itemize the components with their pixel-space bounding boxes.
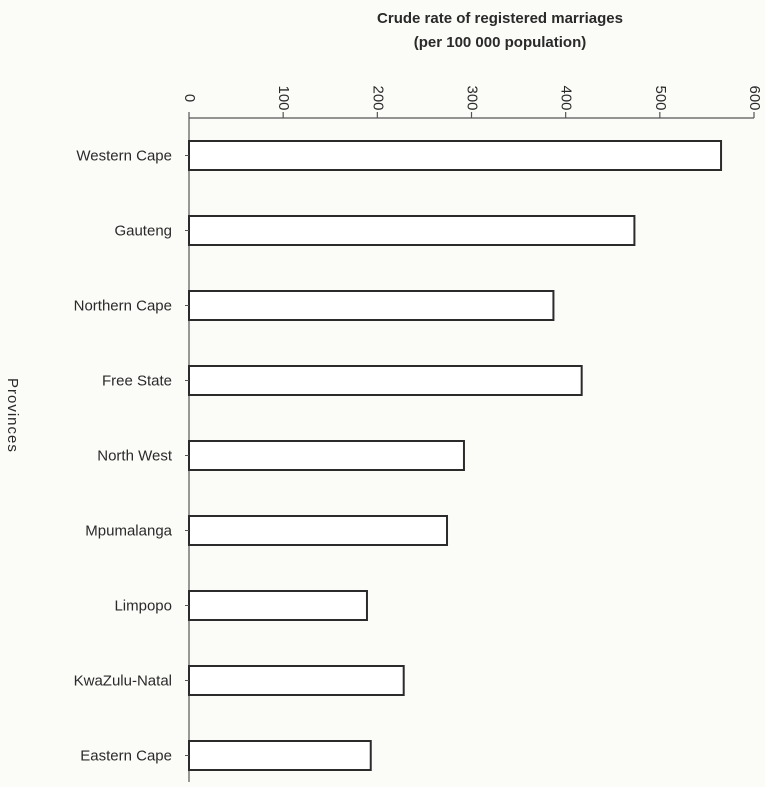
x-tick-label: 500 [652, 85, 669, 110]
category-label: Northern Cape [74, 298, 172, 315]
bar-8 [188, 740, 372, 771]
chart-title-line-2: (per 100 000 population) [413, 34, 587, 51]
bar-1 [188, 215, 636, 246]
x-tick-label: 200 [369, 85, 386, 110]
y-axis-label: Provinces [4, 378, 21, 453]
bar-4 [188, 440, 465, 471]
bar-5 [188, 515, 449, 546]
bar-2 [188, 290, 555, 321]
category-label: Mpumalanga [85, 523, 172, 540]
x-tick-label: 0 [181, 94, 198, 102]
category-label: KwaZulu-Natal [74, 673, 172, 690]
bar-7 [188, 665, 405, 696]
category-label: Eastern Cape [80, 748, 172, 765]
category-label: Western Cape [76, 148, 172, 165]
bar-6 [188, 590, 368, 621]
category-label: North West [97, 448, 173, 465]
x-tick-label: 600 [746, 85, 763, 110]
category-label: Gauteng [114, 223, 172, 240]
x-tick-label: 300 [464, 85, 481, 110]
bar-3 [188, 365, 583, 396]
x-tick-label: 400 [558, 85, 575, 110]
bar-0 [188, 140, 723, 171]
x-tick-label: 100 [275, 85, 292, 110]
category-label: Free State [102, 373, 172, 390]
chart-title-line-1: Crude rate of registered marriages [377, 10, 623, 27]
category-label: Limpopo [114, 598, 172, 615]
